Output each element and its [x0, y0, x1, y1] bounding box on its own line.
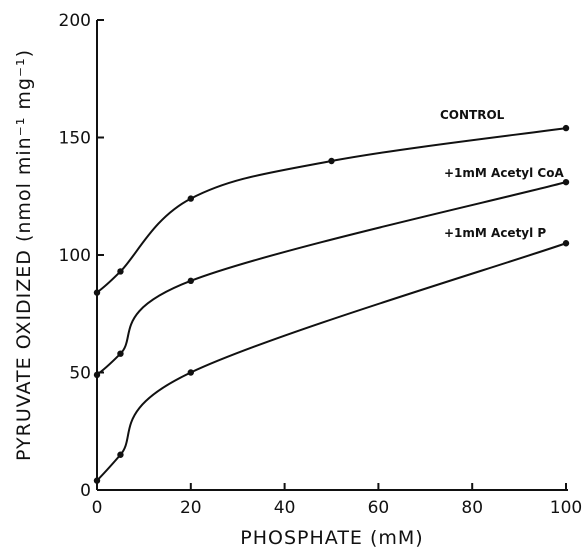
data-point [117, 451, 124, 458]
series-label-1mm-acetyl-coa: +1mM Acetyl CoA [444, 166, 564, 180]
data-point [562, 240, 570, 247]
series-control: CONTROL [93, 108, 570, 296]
series-1mm-acetyl-coa: +1mM Acetyl CoA [93, 166, 570, 379]
series-label-1mm-acetyl-p: +1mM Acetyl P [444, 226, 546, 240]
data-point [93, 289, 101, 296]
series-line-control [96, 127, 567, 294]
series-layer: CONTROL +1mM Acetyl CoA +1mM Acetyl P [93, 108, 570, 484]
data-point [93, 477, 101, 484]
x-tick-label: 100 [550, 498, 582, 518]
data-point [117, 268, 124, 275]
data-point [187, 277, 194, 285]
data-point [562, 124, 570, 132]
x-tick-label: 60 [368, 498, 390, 518]
y-tick-label: 50 [69, 364, 91, 384]
data-point [93, 371, 101, 379]
series-1mm-acetyl-p: +1mM Acetyl P [93, 226, 570, 484]
x-tick-label: 80 [461, 498, 483, 518]
data-point [562, 178, 570, 186]
y-tick-label: 150 [59, 129, 91, 149]
y-axis-title: PYRUVATE OXIDIZED (nmol min⁻¹ mg⁻¹) [13, 49, 35, 461]
series-line-1mm-acetyl-coa [96, 181, 567, 376]
y-tick-label: 200 [59, 11, 91, 31]
x-tick-label: 20 [180, 498, 202, 518]
y-tick-label: 100 [59, 246, 91, 266]
x-tick-label: 40 [274, 498, 296, 518]
x-axis-title: PHOSPHATE (mM) [240, 527, 423, 549]
data-point [328, 157, 335, 165]
data-point [187, 369, 194, 376]
y-tick-label: 0 [80, 481, 91, 501]
data-point [187, 195, 194, 202]
data-point [117, 350, 124, 357]
series-label-control: CONTROL [440, 108, 505, 122]
axes [96, 20, 568, 491]
series-line-1mm-acetyl-p [96, 242, 567, 482]
ticks: 0 20 40 60 80 100 0 50 100 150 200 [59, 11, 583, 518]
x-tick-label: 0 [92, 498, 103, 518]
